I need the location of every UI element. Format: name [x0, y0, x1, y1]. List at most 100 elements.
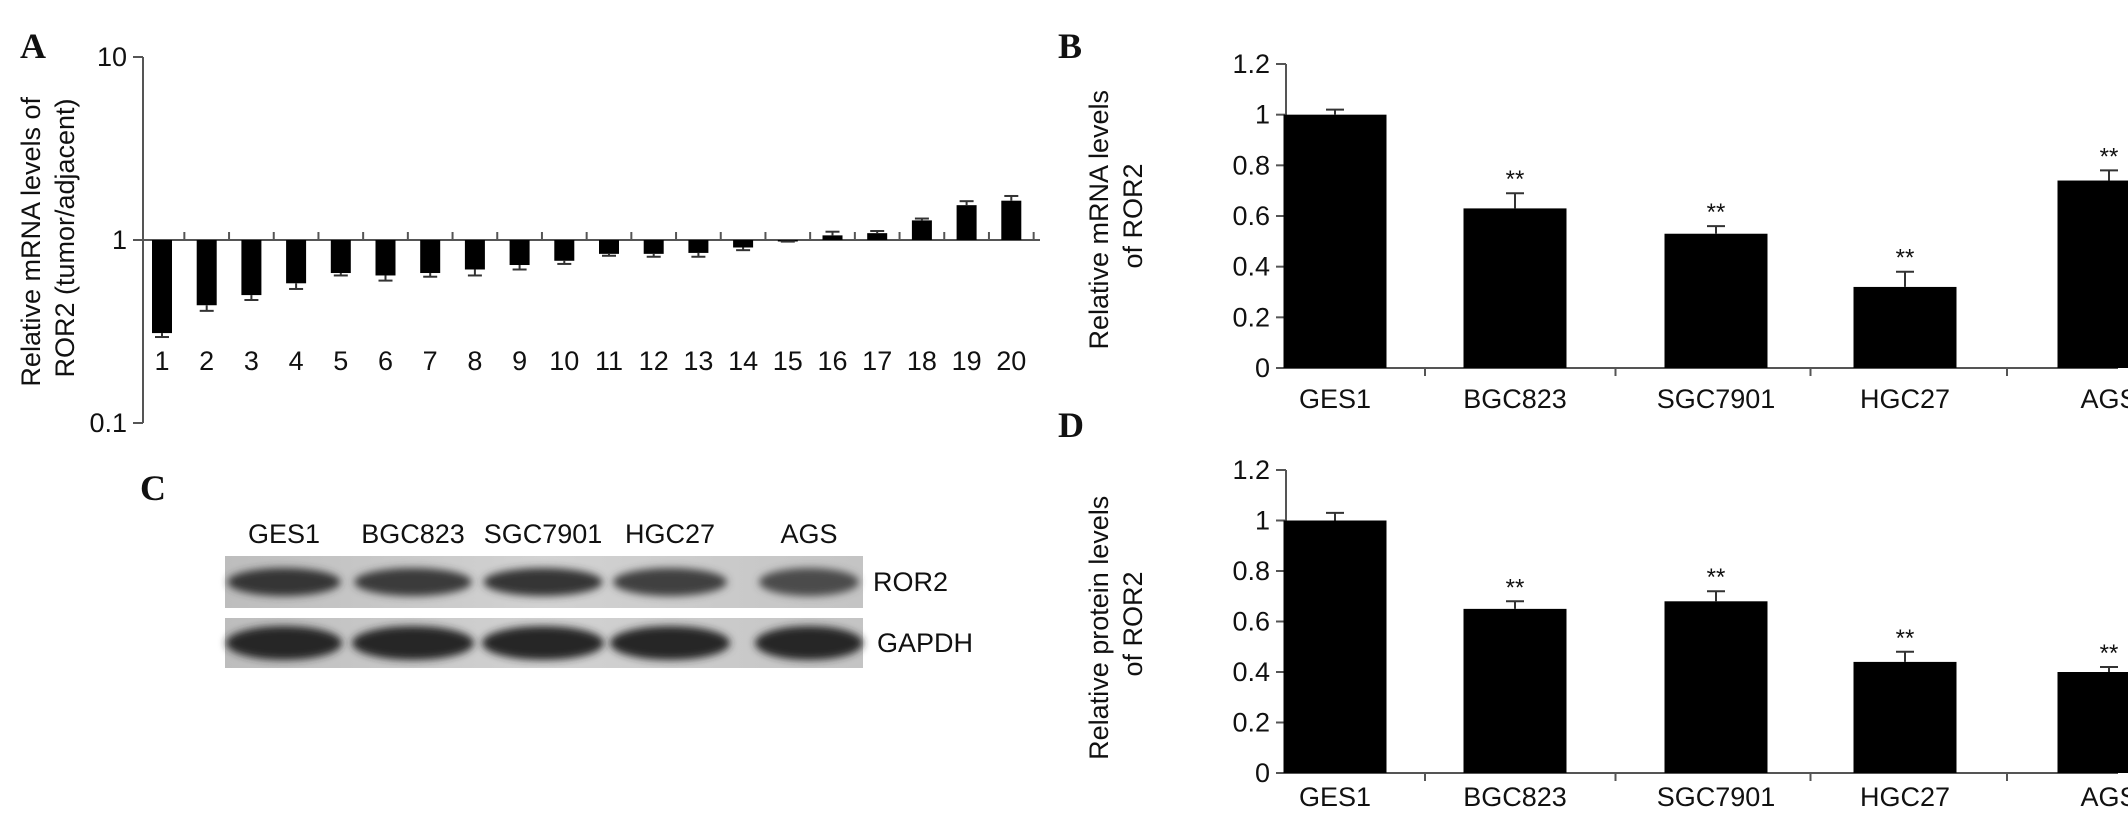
- chart-b: Relative mRNA levels of ROR2 0 0.2 0.4 0.6 0…: [1084, 49, 2128, 414]
- chart-a-y-tick-label: 0.1: [89, 408, 127, 438]
- chart-d-significance-label: **: [2100, 640, 2119, 667]
- chart-d-y-tick-label: 0.8: [1232, 556, 1270, 586]
- chart-b-y-tick-label: 1: [1255, 100, 1270, 130]
- chart-d-bar: [1283, 520, 1387, 773]
- chart-b-significance-label: **: [1707, 199, 1726, 226]
- chart-a-bar: [420, 240, 441, 274]
- chart-a-x-tick-label: 10: [549, 346, 579, 376]
- chart-d-bar: [2057, 672, 2128, 773]
- blot-lane-label: AGS: [780, 519, 837, 549]
- chart-a-x-tick-label: 19: [952, 346, 982, 376]
- chart-d-y-label-line-2: of ROR2: [1118, 571, 1148, 676]
- chart-a-bar: [152, 240, 172, 334]
- chart-a-y-label-line-2: ROR2 (tumor/adjacent): [50, 98, 80, 377]
- chart-a-y-tick-label: 10: [97, 42, 127, 72]
- panel-letter-d: D: [1058, 405, 1084, 445]
- chart-a-x-tick-label: 18: [907, 346, 937, 376]
- blot-band-ror2: [354, 568, 472, 596]
- panel-letter-b: B: [1058, 26, 1082, 66]
- blot-lane-label: SGC7901: [484, 519, 603, 549]
- chart-b-bar: [1853, 286, 1957, 368]
- chart-a-bar: [286, 240, 307, 284]
- chart-b-bar: [1283, 114, 1387, 369]
- chart-a-x-tick-label: 13: [683, 346, 713, 376]
- chart-d-significance-label: **: [1506, 574, 1525, 601]
- chart-a-x-tick-label: 2: [199, 346, 214, 376]
- chart-a-bar: [822, 235, 843, 240]
- chart-d-x-tick-label: HGC27: [1860, 782, 1950, 812]
- chart-a-x-tick-label: 8: [467, 346, 482, 376]
- chart-d-y-label-line-1: Relative protein levels: [1084, 496, 1114, 760]
- chart-d-x-tick-label: BGC823: [1463, 782, 1567, 812]
- chart-b-y-tick-label: 0.4: [1232, 252, 1270, 282]
- blot-band-ror2: [227, 568, 341, 596]
- chart-a-bar: [375, 240, 396, 276]
- chart-b-y-label: Relative mRNA levels of ROR2: [1084, 82, 1148, 349]
- chart-a-bar: [867, 233, 888, 240]
- blot-row-label-gapdh: GAPDH: [877, 628, 973, 658]
- chart-a-x-tick-label: 16: [817, 346, 847, 376]
- chart-b-x-tick-label: GES1: [1299, 384, 1371, 414]
- chart-a-bar: [241, 240, 262, 296]
- chart-d-x-tick-label: GES1: [1299, 782, 1371, 812]
- chart-d-y-label: Relative protein levels of ROR2: [1084, 488, 1148, 760]
- chart-a-x-tick-label: 12: [639, 346, 669, 376]
- chart-a-bar: [1001, 200, 1022, 240]
- chart-a: Relative mRNA levels of ROR2 (tumor/adja…: [16, 42, 1040, 438]
- chart-b-y-label-line-2: of ROR2: [1118, 163, 1148, 268]
- chart-b-x-tick-label: SGC7901: [1657, 384, 1776, 414]
- chart-a-x-tick-label: 20: [996, 346, 1026, 376]
- chart-b-x-tick-label: AGS: [2080, 384, 2128, 414]
- chart-a-bar: [733, 240, 754, 248]
- chart-a-bar: [509, 240, 530, 266]
- blot-band-gapdh: [226, 626, 342, 660]
- chart-d-x-tick-label: AGS: [2080, 782, 2128, 812]
- chart-a-x-tick-label: 17: [862, 346, 892, 376]
- chart-b-bar: [2057, 180, 2128, 368]
- chart-d-y-tick-label: 0.6: [1232, 607, 1270, 637]
- chart-a-bar: [956, 205, 977, 240]
- chart-a-bar: [599, 240, 619, 254]
- chart-a-x-tick-label: 14: [728, 346, 758, 376]
- blot-band-gapdh: [352, 626, 474, 660]
- chart-d-y-tick-label: 0.4: [1232, 657, 1270, 687]
- chart-d: Relative protein levels of ROR2 0 0.2 0.4 0…: [1084, 455, 2128, 812]
- chart-a-bar: [330, 240, 351, 274]
- blot-band-ror2: [483, 568, 603, 596]
- chart-b-bar: [1664, 233, 1768, 368]
- chart-d-y-tick-label: 1.2: [1232, 455, 1270, 485]
- chart-a-x-tick-label: 6: [378, 346, 393, 376]
- chart-d-bar: [1664, 601, 1768, 773]
- blot-lane-label: BGC823: [361, 519, 465, 549]
- chart-a-bar: [464, 240, 485, 270]
- panel-letter-c: C: [140, 468, 166, 508]
- chart-d-y-tick-label: 1: [1255, 506, 1270, 536]
- chart-b-y-tick-label: 1.2: [1232, 49, 1270, 79]
- chart-d-y-tick-label: 0.2: [1232, 708, 1270, 738]
- chart-b-y-tick-label: 0.2: [1232, 302, 1270, 332]
- chart-a-y-label: Relative mRNA levels of ROR2 (tumor/adja…: [16, 89, 80, 386]
- chart-d-bar: [1463, 608, 1567, 773]
- chart-b-y-tick-label: 0.8: [1232, 150, 1270, 180]
- chart-a-x-tick-label: 4: [289, 346, 304, 376]
- chart-a-x-tick-label: 5: [333, 346, 348, 376]
- chart-d-x-tick-label: SGC7901: [1657, 782, 1776, 812]
- chart-b-significance-label: **: [1896, 245, 1915, 272]
- chart-b-x-tick-label: BGC823: [1463, 384, 1567, 414]
- chart-b-y-tick-label: 0: [1255, 353, 1270, 383]
- panel-letter-a: A: [20, 26, 46, 66]
- chart-a-x-tick-label: 7: [423, 346, 438, 376]
- chart-b-significance-label: **: [1506, 166, 1525, 193]
- western-blot: ROR2 GAPDH GES1 BGC823 SGC7901 HGC27 AGS: [225, 519, 973, 668]
- chart-d-significance-label: **: [1896, 625, 1915, 652]
- blot-band-ror2: [759, 568, 859, 596]
- chart-a-bar: [688, 240, 709, 253]
- chart-d-significance-label: **: [1707, 564, 1726, 591]
- chart-a-bar: [554, 240, 575, 261]
- chart-a-x-tick-label: 9: [512, 346, 527, 376]
- chart-d-y-tick-label: 0: [1255, 758, 1270, 788]
- chart-b-significance-label: **: [2100, 143, 2119, 170]
- blot-band-gapdh: [482, 626, 604, 660]
- chart-a-y-label-line-1: Relative mRNA levels of: [16, 96, 46, 386]
- chart-a-bar: [643, 240, 664, 254]
